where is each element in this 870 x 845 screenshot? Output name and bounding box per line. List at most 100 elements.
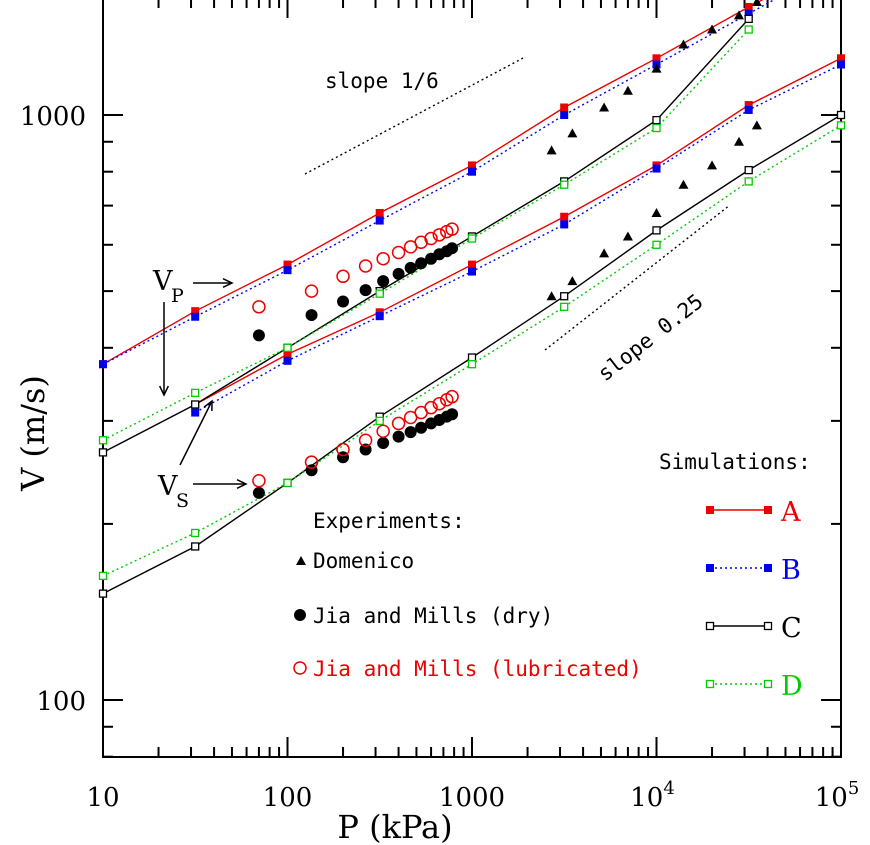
- marker-B: [837, 60, 845, 69]
- vs-arrow-up: [179, 400, 213, 466]
- marker-domenico: [622, 231, 633, 241]
- x-axis-title: P (kPa): [337, 808, 452, 845]
- y-tick-label: 1000: [20, 102, 86, 132]
- marker-B: [191, 312, 200, 321]
- x-tick-label: 10: [86, 783, 119, 813]
- marker-D: [191, 528, 200, 538]
- marker-C: [652, 115, 661, 125]
- marker-D: [98, 436, 108, 445]
- marker-jia-mills-lubricated: [336, 269, 350, 284]
- marker-domenico: [751, 120, 762, 130]
- vp-arrow-down-head: [158, 385, 170, 397]
- marker-D: [98, 571, 108, 581]
- marker-jia-mills-lubricated: [432, 396, 447, 411]
- marker-A: [283, 350, 292, 359]
- marker-D: [467, 234, 477, 243]
- series-line-D: [102, 29, 750, 441]
- marker-D: [560, 180, 569, 189]
- marker-C: [191, 542, 200, 551]
- marker-D: [191, 388, 200, 397]
- marker-jia-mills-dry: [377, 436, 390, 449]
- marker-jia-mills-dry: [415, 257, 428, 270]
- marker-A: [468, 161, 476, 170]
- marker-B: [468, 267, 476, 276]
- marker-jia-mills-lubricated: [376, 251, 390, 266]
- marker-domenico: [707, 160, 718, 170]
- vp-subscript: P: [171, 285, 184, 307]
- marker-domenico: [567, 128, 578, 138]
- marker-jia-mills-lubricated: [304, 455, 319, 469]
- marker-D: [467, 360, 477, 369]
- marker-domenico: [651, 63, 662, 73]
- marker-B: [744, 105, 753, 114]
- legend-label-B: B: [781, 555, 801, 586]
- marker-D: [836, 121, 846, 130]
- slope-label-top: slope 1/6: [325, 69, 439, 93]
- marker-domenico: [751, 0, 762, 7]
- marker-jia-mills-lubricated: [252, 474, 266, 488]
- slope-guide-top: [304, 56, 526, 175]
- marker-jia-mills-lubricated: [358, 433, 373, 447]
- marker-D: [652, 123, 661, 133]
- marker-jia-mills-dry: [392, 430, 405, 443]
- marker-A: [837, 54, 845, 63]
- legend-marker-D: [763, 679, 773, 689]
- marker-A: [191, 307, 200, 316]
- marker-domenico: [599, 102, 610, 112]
- marker-jia-mills-dry: [359, 443, 372, 456]
- experiments-title: Experiments:: [313, 509, 465, 533]
- marker-jia-mills-dry: [404, 426, 417, 439]
- vs-arrow-up-head: [203, 399, 213, 412]
- marker-D: [652, 240, 661, 249]
- marker-jia-mills-lubricated: [252, 300, 266, 314]
- marker-B: [652, 164, 661, 173]
- slope-label-bottom: slope 0.25: [593, 289, 707, 386]
- marker-D: [375, 416, 384, 426]
- marker-C: [652, 226, 661, 235]
- marker-jia-mills-dry: [359, 284, 372, 297]
- marker-jia-mills-lubricated: [376, 424, 390, 439]
- marker-domenico: [651, 207, 662, 217]
- marker-jia-mills-dry: [377, 275, 390, 288]
- marker-D: [560, 302, 569, 311]
- series-line-B: [194, 63, 842, 414]
- marker-D: [283, 478, 292, 488]
- marker-D: [375, 289, 384, 298]
- legend-marker-jia-mills-lubricated: [293, 661, 307, 675]
- legend-marker-domenico: [296, 556, 306, 565]
- marker-D: [744, 25, 753, 34]
- marker-jia-mills-dry: [446, 242, 459, 255]
- legend-marker-B: [706, 564, 714, 572]
- marker-B: [283, 356, 292, 365]
- marker-jia-mills-lubricated: [432, 228, 447, 242]
- marker-D: [744, 177, 753, 186]
- marker-B: [99, 360, 107, 369]
- simulations-title: Simulations:: [659, 450, 811, 474]
- marker-jia-mills-lubricated: [304, 284, 319, 298]
- legend-label-jia-mills-dry: Jia and Mills (dry): [313, 604, 553, 628]
- vp-label: V: [152, 266, 173, 297]
- legend-marker-B: [764, 564, 772, 572]
- axis-ticks: [102, 0, 842, 758]
- legend-marker-A: [706, 506, 714, 514]
- vs-arrow-right-head: [236, 478, 248, 490]
- plot-frame: [102, 0, 842, 758]
- series-line-A: [194, 57, 842, 406]
- marker-jia-mills-lubricated: [445, 222, 459, 236]
- marker-domenico: [546, 291, 557, 301]
- marker-jia-mills-lubricated: [391, 416, 406, 431]
- marker-jia-mills-lubricated: [424, 231, 438, 246]
- marker-jia-mills-lubricated: [391, 245, 406, 260]
- marker-A: [560, 212, 569, 221]
- marker-C: [191, 400, 200, 409]
- series-line-D: [102, 124, 842, 577]
- slope-guide-bottom: [544, 204, 731, 351]
- marker-D: [283, 343, 292, 352]
- simulation-lines: [102, 0, 842, 685]
- marker-jia-mills-lubricated: [445, 389, 459, 404]
- marker-B: [560, 220, 569, 229]
- marker-B: [191, 408, 200, 417]
- marker-jia-mills-dry: [305, 309, 318, 322]
- marker-jia-mills-dry: [392, 267, 405, 280]
